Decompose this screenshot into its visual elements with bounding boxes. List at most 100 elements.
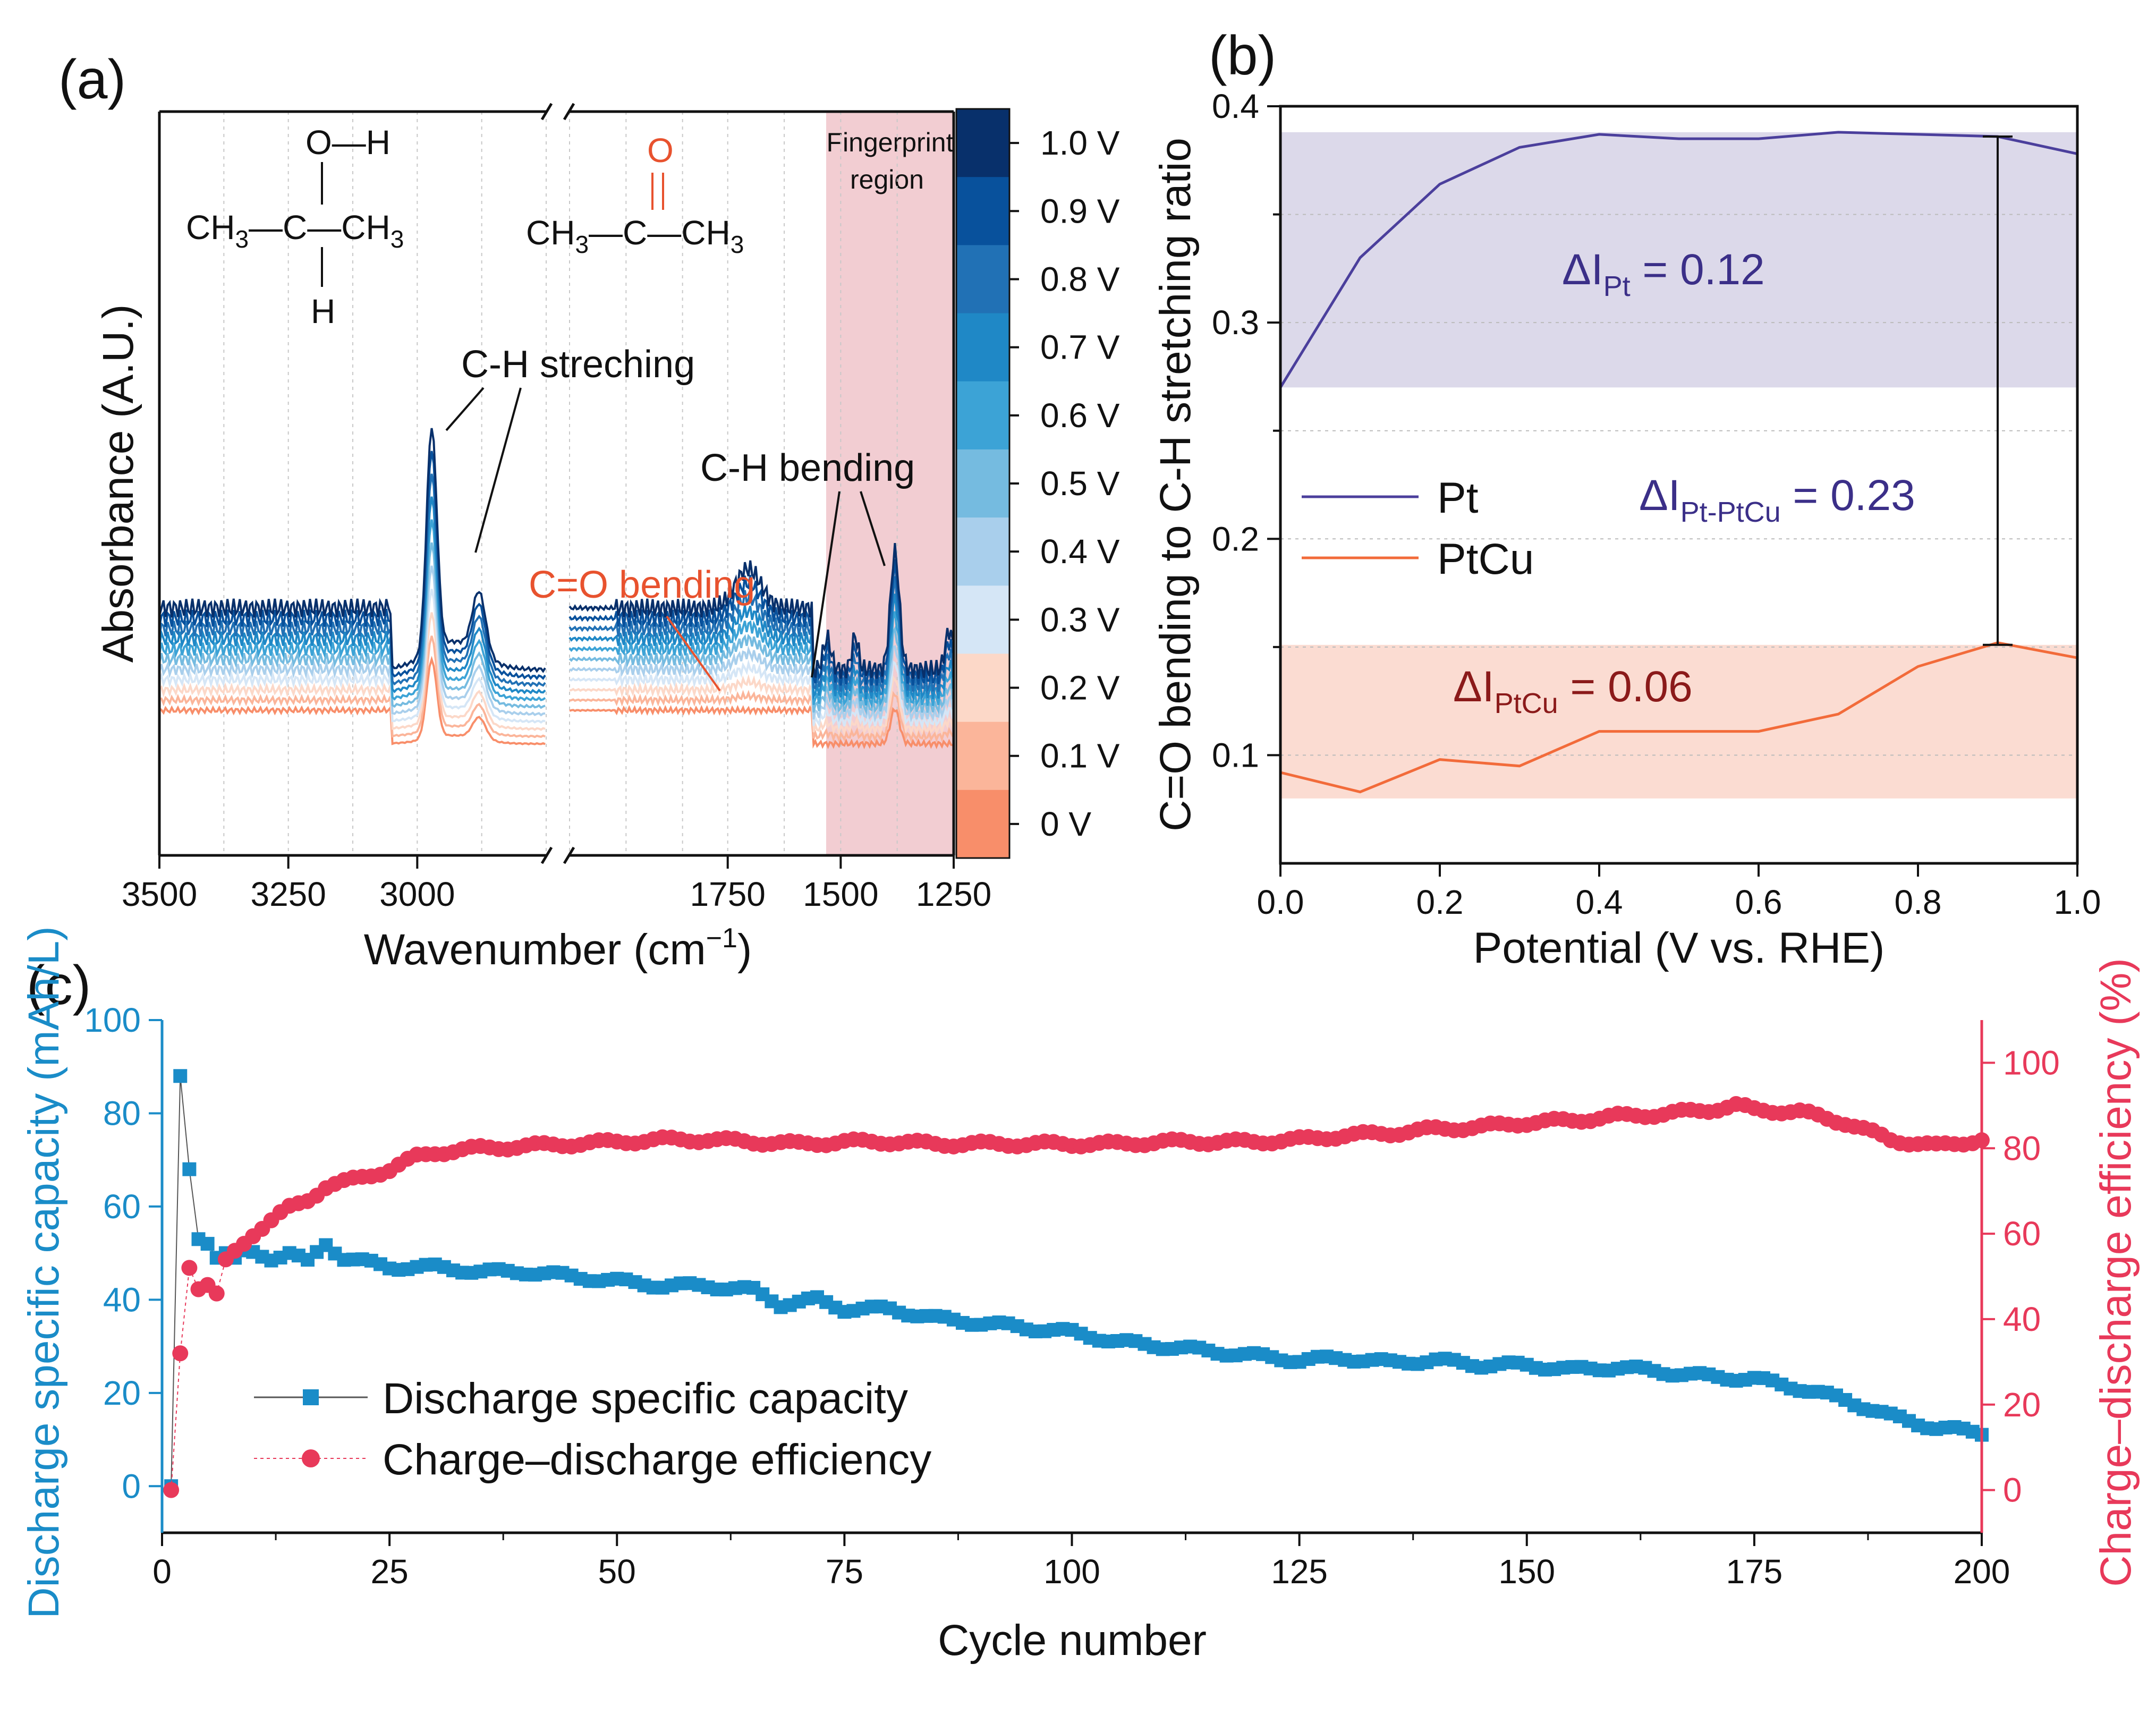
a-x-tick-label: 3250 xyxy=(250,875,326,913)
c-x-tick-label: 0 xyxy=(152,1552,172,1591)
capacity-point xyxy=(182,1162,197,1176)
c-ticks: 0 25 50 75 100 125 150 175 200 0 20 40 60 80 100 0 20 40 6… xyxy=(84,1001,2060,1591)
c-right-axis-title: Charge–discharge efficiency (%) xyxy=(2092,958,2140,1587)
colorbar: 1.0 V 0.9 V 0.8 V 0.7 V 0.6 V 0.5 V 0.4 V 0.3 V… xyxy=(955,108,1120,859)
colorbar-swatch xyxy=(956,313,1009,382)
colorbar-label: 0.8 V xyxy=(1040,260,1120,298)
colorbar-label: 0.3 V xyxy=(1040,600,1120,639)
capacity-point xyxy=(173,1069,188,1083)
delta-pt-base: ΔI xyxy=(1562,245,1603,294)
delta-pt-rest: = 0.12 xyxy=(1631,245,1765,294)
panel-a-label: (a) xyxy=(58,49,126,111)
c-left-tick-label: 80 xyxy=(103,1094,141,1132)
a-x-tick-label: 3500 xyxy=(122,875,197,913)
legend-capacity-label: Discharge specific capacity xyxy=(383,1374,908,1423)
a-x-tick-label: 1500 xyxy=(803,875,878,913)
b-series-line xyxy=(1280,641,2078,794)
ipa-h: H xyxy=(311,292,335,330)
a-spectrum-line xyxy=(158,519,546,702)
b-y-tick-label: 0.3 xyxy=(1212,303,1259,342)
co-bending-label: C=O bending xyxy=(529,564,755,606)
c-right-tick-label: 0 xyxy=(2003,1471,2022,1509)
delta-ptcu-sub: PtCu xyxy=(1495,687,1558,719)
b-y-tick-label: 0.2 xyxy=(1212,520,1259,558)
ch-stretch-pointer-2 xyxy=(474,387,522,553)
c-left-tick-label: 0 xyxy=(122,1467,141,1505)
colorbar-swatch xyxy=(956,585,1009,655)
b-series-line xyxy=(1279,131,2078,388)
b-band xyxy=(1280,644,2077,799)
colorbar-swatch xyxy=(956,449,1009,519)
a-spectrum-line xyxy=(569,704,953,750)
delta-ptptcu-annotation: ΔIPt-PtCu = 0.23 xyxy=(1639,471,1915,528)
legend-pt-label: Pt xyxy=(1437,474,1479,522)
a-xlabel-main: Wavenumber (cm xyxy=(364,926,706,974)
a-xlabel-close: ) xyxy=(737,926,752,974)
c-right-tick-label: 80 xyxy=(2003,1129,2041,1167)
ch-bend-pointer-2 xyxy=(860,491,886,566)
a-spectrum-line xyxy=(158,428,546,673)
a-spectrum-line xyxy=(158,451,546,681)
colorbar-swatch xyxy=(956,721,1009,791)
delta-pt-annotation: ΔIPt = 0.12 xyxy=(1562,245,1765,302)
a-spectrum-line xyxy=(158,542,546,709)
b-y-axis-title: C=O bending to C-H stretching ratio xyxy=(1151,138,1200,831)
a-spectrum-line xyxy=(568,542,954,679)
capacity-point xyxy=(200,1237,215,1251)
legend-ptcu-label: PtCu xyxy=(1437,535,1534,583)
c-right-tick-label: 20 xyxy=(2003,1386,2041,1424)
legend-capacity-marker xyxy=(303,1389,319,1405)
a-spectrum-line xyxy=(158,496,546,694)
c-x-tick-label: 175 xyxy=(1726,1552,1782,1591)
delta-ptcu-base: ΔI xyxy=(1453,663,1495,711)
b-series xyxy=(1279,131,2078,794)
colorbar-swatch xyxy=(956,177,1009,246)
a-xlabel-sup: −1 xyxy=(706,923,737,954)
c-series-line xyxy=(171,1076,1982,1487)
b-bands xyxy=(1280,132,2077,799)
b-x-tick-label: 0.2 xyxy=(1416,883,1464,921)
efficiency-point xyxy=(172,1345,189,1362)
legend-efficiency-marker xyxy=(302,1449,320,1467)
colorbar-label: 0.7 V xyxy=(1040,328,1120,367)
panel-c-label: (c) xyxy=(27,955,91,1016)
b-gridlines xyxy=(1280,214,2077,756)
a-spectrum-line xyxy=(159,635,546,738)
c-right-tick-label: 40 xyxy=(2003,1300,2041,1338)
panel-b: (b) 0.0 0.2 0.4 0.6 0.8 1.0 0.1 0.2 0.3 0.4 Poten… xyxy=(1151,25,2101,972)
c-x-axis-title: Cycle number xyxy=(938,1616,1207,1665)
a-x-tick-label: 1250 xyxy=(916,875,991,913)
b-axes-frame xyxy=(1279,105,2079,865)
b-band xyxy=(1280,132,2077,388)
b-x-tick-label: 0.6 xyxy=(1735,883,1782,921)
b-legend: Pt PtCu xyxy=(1302,474,1534,583)
co-bend-pointer xyxy=(666,615,721,692)
fingerprint-label-region: region xyxy=(850,165,924,194)
colorbar-label: 0.2 V xyxy=(1040,669,1120,707)
ch-stretching-label: C-H streching xyxy=(461,343,695,386)
delta-ptptcu-base: ΔI xyxy=(1639,471,1680,520)
colorbar-frame xyxy=(955,108,1011,859)
a-spectrum-line xyxy=(158,656,546,745)
a-x-tick-label: 1750 xyxy=(690,875,766,913)
colorbar-label: 1.0 V xyxy=(1040,124,1120,162)
panel-a: (a) Fingerprint region 3500 3250 3000 1750 1… xyxy=(58,49,1120,974)
a-spectrum-line xyxy=(158,565,546,717)
a-spectrum-line xyxy=(569,645,954,723)
c-x-tick-label: 100 xyxy=(1043,1552,1100,1591)
a-y-axis-title: Absorbance (A.U.) xyxy=(94,304,142,663)
a-spectrum-line xyxy=(158,612,546,731)
c-right-tick-label: 60 xyxy=(2003,1215,2041,1253)
b-x-axis-title: Potential (V vs. RHE) xyxy=(1473,924,1885,972)
colorbar-swatch xyxy=(956,381,1009,450)
a-spectrum-line xyxy=(158,473,546,687)
c-x-tick-label: 75 xyxy=(826,1552,863,1591)
a-spectrum-line xyxy=(569,674,954,737)
b-y-tick-label: 0.4 xyxy=(1212,87,1259,125)
ipa-oh: O—H xyxy=(305,123,391,162)
b-y-tick-label: 0.1 xyxy=(1212,736,1259,774)
colorbar-swatch xyxy=(956,245,1009,314)
colorbar-label: 0.1 V xyxy=(1040,737,1120,775)
acetone-structure: O CH3—C—CH3 xyxy=(526,131,744,258)
